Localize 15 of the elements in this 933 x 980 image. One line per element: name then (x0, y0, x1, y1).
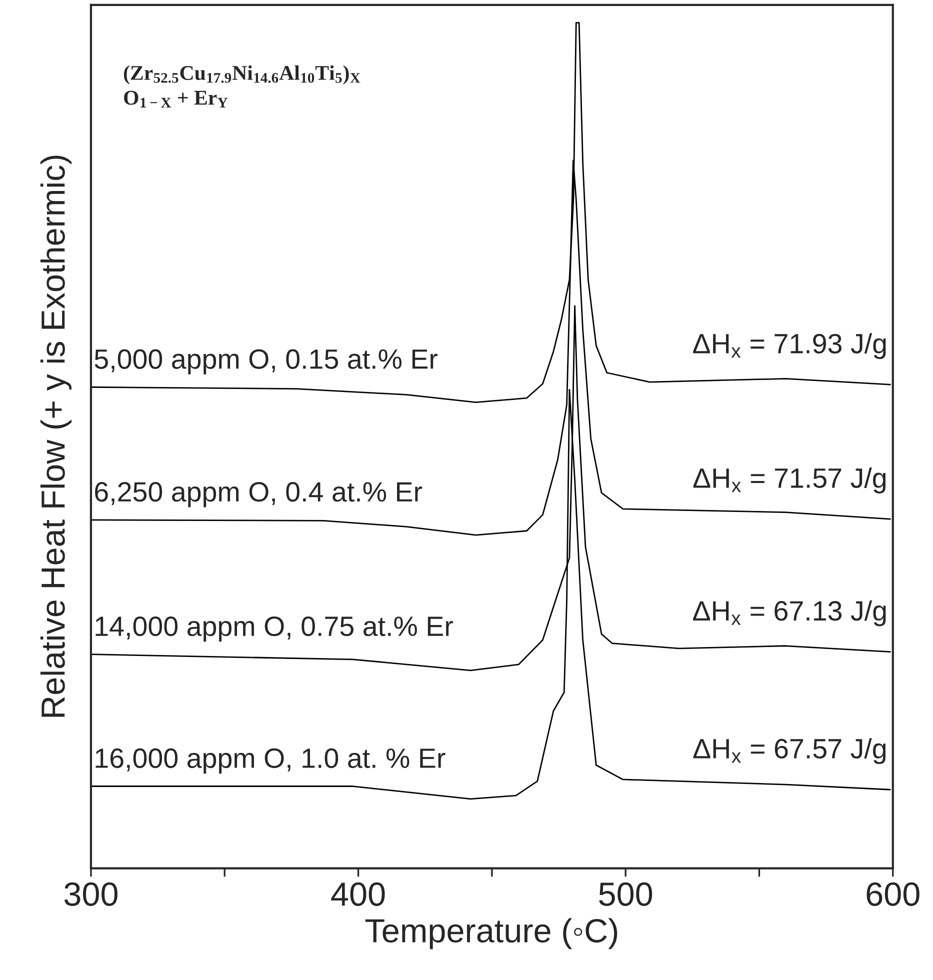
x-tick-label: 300 (64, 882, 118, 906)
annotation: ΔH$_{x}$ = 67.57 J/g (693, 738, 886, 764)
y-axis-title: Relative Heat Flow (+ y is Exothermic) (40, 156, 72, 717)
series-label: 14,000 appm O, 0.75 at.% Er (96, 616, 453, 642)
series-label: 16,000 appm O, 1.0 at. % Er (96, 748, 446, 774)
x-tick-label: 600 (866, 882, 920, 906)
annotation: ΔH$_{x}$ = 71.57 J/g (693, 468, 886, 494)
x-axis-title: Temperature (◦C) (365, 918, 618, 950)
series-label: 6,250 appm O, 0.4 at.% Er (95, 482, 422, 508)
text: (Zr$_{52.5}$Cu$_{17.9}$Ni$_{14.6}$Al$_{10}$Ti$_{5}$)$_{X}$ O$_{1−X}$ + Er$_{Y}$ (124, 65, 360, 108)
annotation: ΔH$_{x}$ = 67.13 J/g (693, 600, 886, 626)
annotation: ΔH$_{x}$ = 71.93 J/g (693, 333, 886, 359)
series-label: 5,000 appm O, 0.15 at.% Er (94, 349, 438, 374)
x-tick-label: 400 (331, 882, 385, 906)
x-tick-label: 500 (599, 882, 652, 906)
